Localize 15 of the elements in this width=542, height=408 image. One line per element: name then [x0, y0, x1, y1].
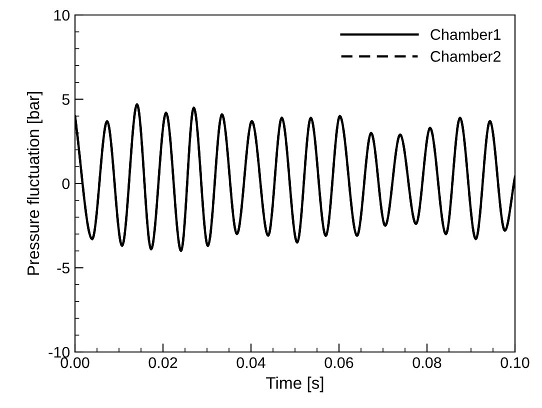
x-tick-label: 0.08: [412, 357, 442, 368]
x-axis-title: Time [s]: [266, 376, 324, 392]
y-tick-label: -5: [57, 262, 70, 274]
x-tick-label: 0.04: [236, 357, 266, 368]
y-tick-label: 5: [62, 94, 70, 105]
legend-label: Chamber1: [430, 28, 501, 40]
y-axis-title: Pressure fluctuation [bar]: [26, 92, 43, 275]
x-tick-label: 0.10: [500, 357, 530, 368]
y-tick-label: -10: [48, 346, 70, 358]
y-tick-label: 0: [62, 178, 70, 190]
y-tick-label: 10: [54, 10, 70, 21]
x-tick-label: 0.00: [60, 357, 90, 368]
x-tick-label: 0.02: [148, 357, 178, 368]
x-tick-label: 0.06: [324, 357, 354, 368]
legend-label: Chamber2: [430, 50, 500, 62]
